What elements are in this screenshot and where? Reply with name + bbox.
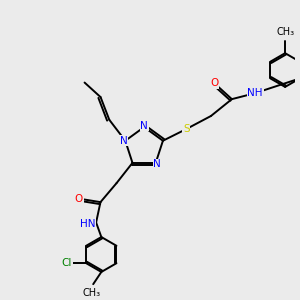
Text: HN: HN bbox=[80, 219, 96, 229]
Text: CH₃: CH₃ bbox=[83, 288, 101, 298]
Text: NH: NH bbox=[248, 88, 263, 98]
Text: N: N bbox=[140, 121, 148, 130]
Text: N: N bbox=[120, 136, 128, 146]
Text: N: N bbox=[153, 159, 161, 169]
Text: O: O bbox=[210, 78, 218, 88]
Text: CH₃: CH₃ bbox=[276, 28, 294, 38]
Text: O: O bbox=[75, 194, 83, 204]
Text: Cl: Cl bbox=[61, 258, 72, 268]
Text: S: S bbox=[183, 124, 190, 134]
